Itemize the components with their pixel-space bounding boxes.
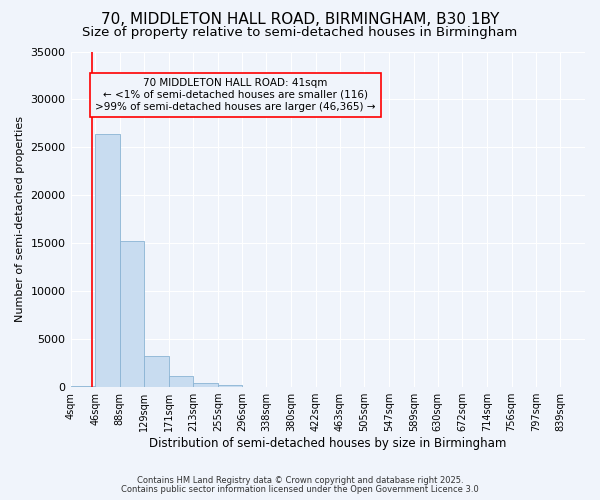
Bar (120, 242, 144, 387)
Bar (193, 383, 218, 387)
Bar (71, 386, 95, 387)
Text: 70 MIDDLETON HALL ROAD: 41sqm
← <1% of semi-detached houses are smaller (116)
>9: 70 MIDDLETON HALL ROAD: 41sqm ← <1% of s… (95, 78, 376, 112)
X-axis label: Distribution of semi-detached houses by size in Birmingham: Distribution of semi-detached houses by … (149, 437, 506, 450)
Bar (169, 376, 193, 387)
Text: Size of property relative to semi-detached houses in Birmingham: Size of property relative to semi-detach… (82, 26, 518, 39)
Bar (95, 134, 120, 387)
Y-axis label: Number of semi-detached properties: Number of semi-detached properties (15, 116, 25, 322)
Text: 70, MIDDLETON HALL ROAD, BIRMINGHAM, B30 1BY: 70, MIDDLETON HALL ROAD, BIRMINGHAM, B30… (101, 12, 499, 28)
Bar (144, 356, 169, 387)
Bar (218, 385, 242, 387)
Text: Contains public sector information licensed under the Open Government Licence 3.: Contains public sector information licen… (121, 485, 479, 494)
Text: Contains HM Land Registry data © Crown copyright and database right 2025.: Contains HM Land Registry data © Crown c… (137, 476, 463, 485)
